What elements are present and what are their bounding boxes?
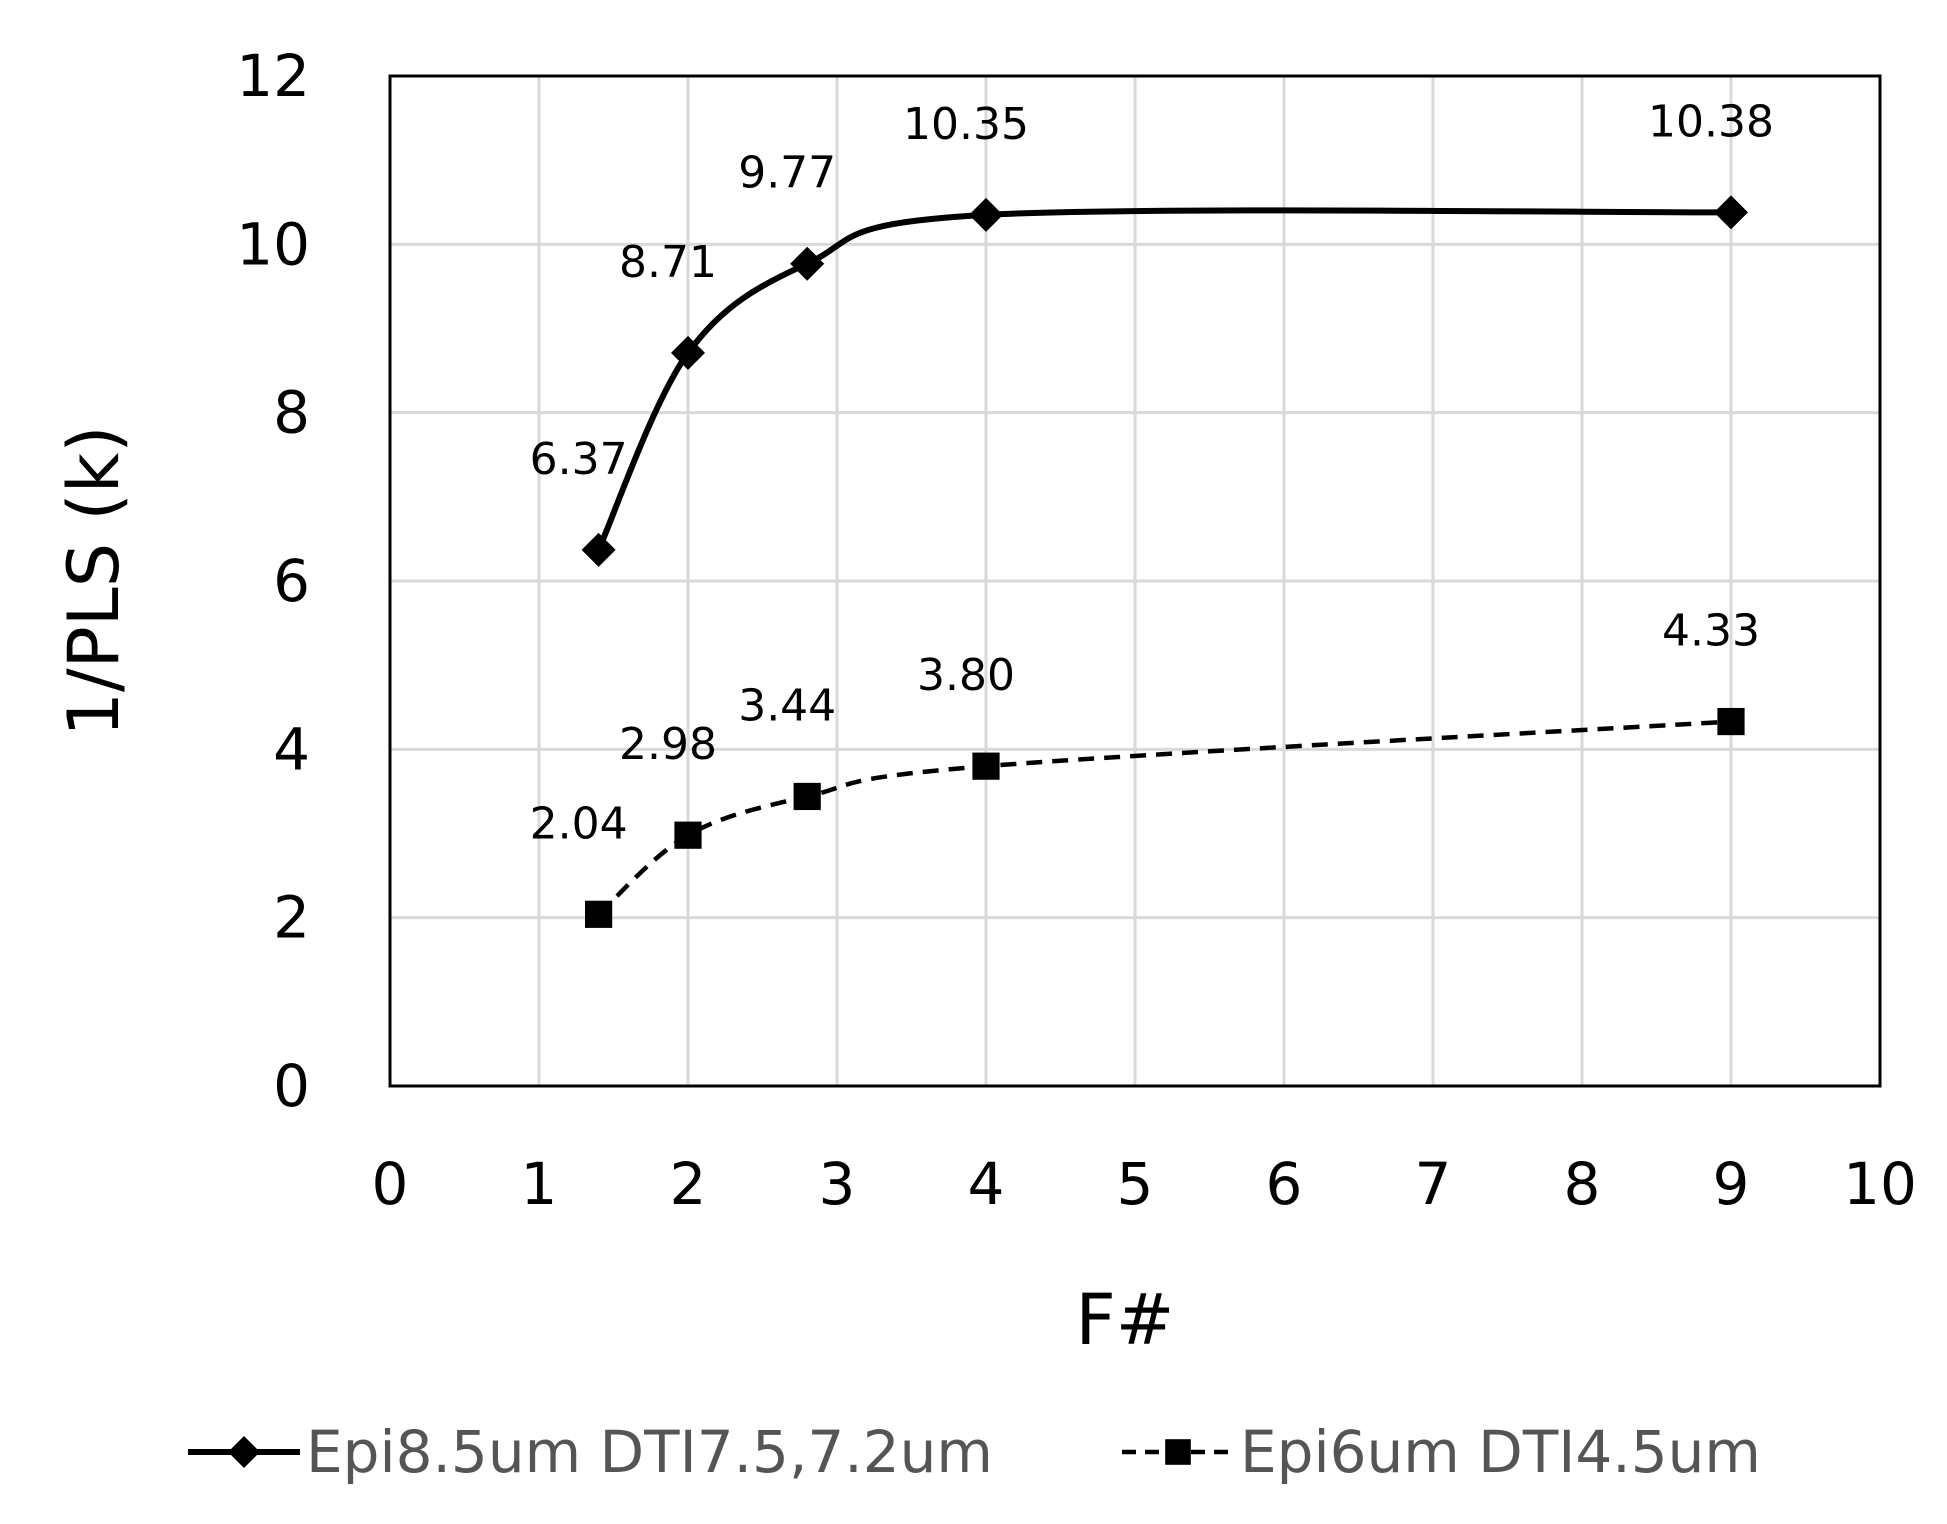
data-point-series-1 (969, 197, 1003, 232)
x-tick-label: 1 (521, 1150, 558, 1218)
data-point-series-2 (1717, 707, 1745, 736)
y-tick-label: 0 (273, 1052, 310, 1120)
data-point-series-2 (674, 821, 702, 849)
legend-marker-2 (1165, 1439, 1191, 1465)
legend-label-2: Epi6um DTI4.5um (1240, 1418, 1761, 1486)
data-label-series-1: 8.71 (619, 237, 717, 288)
x-tick-label: 0 (372, 1150, 409, 1218)
x-tick-label: 9 (1713, 1150, 1750, 1218)
legend-marker-1 (228, 1436, 260, 1468)
y-tick-label: 12 (236, 42, 310, 110)
data-label-series-2: 3.44 (738, 680, 836, 731)
data-label-series-1: 6.37 (530, 434, 628, 485)
data-label-series-1: 10.38 (1648, 96, 1774, 147)
data-label-series-2: 2.98 (619, 719, 717, 770)
x-axis-title: F# (1076, 1279, 1175, 1361)
data-point-series-1 (790, 246, 825, 281)
data-point-series-2 (972, 752, 1000, 780)
legend-label-1: Epi8.5um DTI7.5,7.2um (306, 1418, 993, 1486)
x-tick-label: 3 (819, 1150, 856, 1218)
data-label-series-2: 4.33 (1662, 606, 1760, 657)
x-tick-label: 2 (670, 1150, 707, 1218)
x-tick-label: 8 (1564, 1150, 1601, 1218)
data-point-series-1 (671, 335, 705, 370)
y-tick-label: 4 (273, 715, 310, 783)
data-label-series-2: 3.80 (917, 650, 1015, 701)
x-tick-label: 4 (968, 1150, 1005, 1218)
plot-area-frame (388, 74, 1882, 1088)
data-point-series-2 (585, 900, 613, 928)
series-line-1 (595, 207, 1732, 552)
y-tick-label: 6 (273, 547, 310, 615)
data-label-series-1: 10.35 (903, 99, 1029, 150)
x-tick-label: 7 (1415, 1150, 1452, 1218)
data-point-series-1 (581, 532, 616, 567)
y-axis-title: 1/PLS (k) (53, 425, 135, 736)
x-tick-label: 5 (1117, 1150, 1154, 1218)
x-tick-label: 6 (1266, 1150, 1303, 1218)
x-tick-label: 10 (1843, 1150, 1917, 1218)
data-point-series-1 (1714, 195, 1748, 230)
y-tick-label: 8 (273, 379, 310, 447)
data-label-series-1: 9.77 (738, 148, 836, 199)
data-label-series-2: 2.04 (530, 798, 628, 849)
y-tick-label: 10 (236, 210, 310, 278)
data-point-series-2 (793, 782, 821, 811)
y-tick-label: 2 (273, 884, 310, 952)
